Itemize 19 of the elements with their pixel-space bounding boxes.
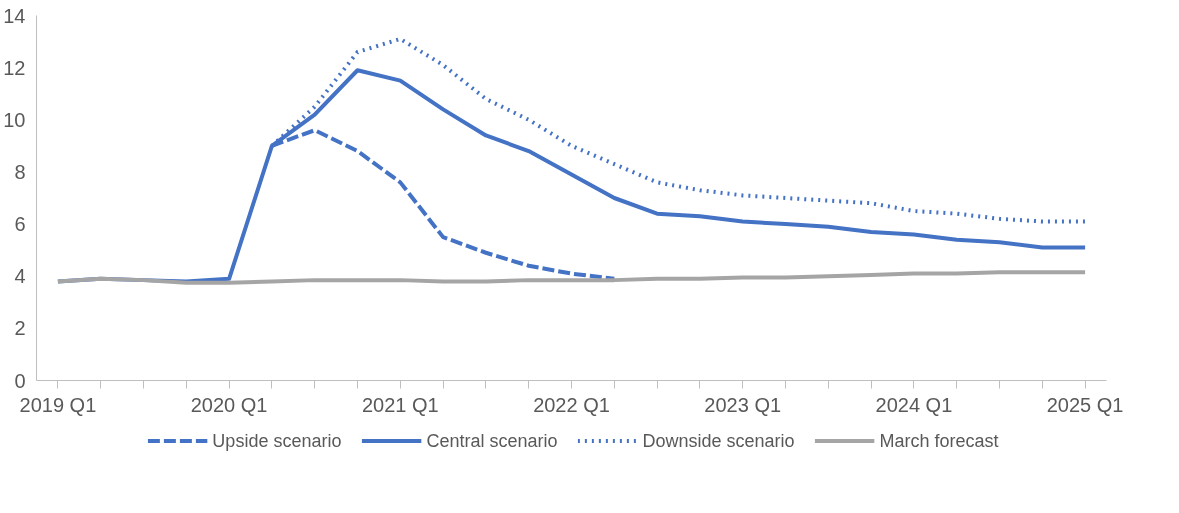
- y-tick-label: 6: [14, 213, 26, 236]
- x-tick-label: 2021 Q1: [361, 393, 439, 416]
- y-tick-label: 4: [14, 265, 26, 288]
- x-tick-label: 2023 Q1: [704, 393, 782, 416]
- x-tick-label: 2022 Q1: [533, 393, 610, 416]
- y-tick-label: 0: [14, 369, 26, 392]
- legend-label: Upside scenario: [212, 430, 342, 451]
- y-tick-label: 14: [3, 4, 26, 27]
- y-tick-label: 2: [14, 317, 26, 340]
- x-tick-label: 2019 Q1: [19, 393, 97, 416]
- x-tick-label: 2020 Q1: [190, 393, 268, 416]
- x-tick-label: 2025 Q1: [1046, 393, 1124, 416]
- y-tick-label: 8: [14, 160, 26, 183]
- y-tick-label: 12: [3, 56, 26, 79]
- x-tick-label: 2024 Q1: [875, 393, 953, 416]
- legend-label: Downside scenario: [642, 430, 795, 451]
- legend-label: March forecast: [879, 430, 999, 451]
- y-tick-label: 10: [3, 108, 26, 131]
- legend-label: Central scenario: [426, 430, 558, 451]
